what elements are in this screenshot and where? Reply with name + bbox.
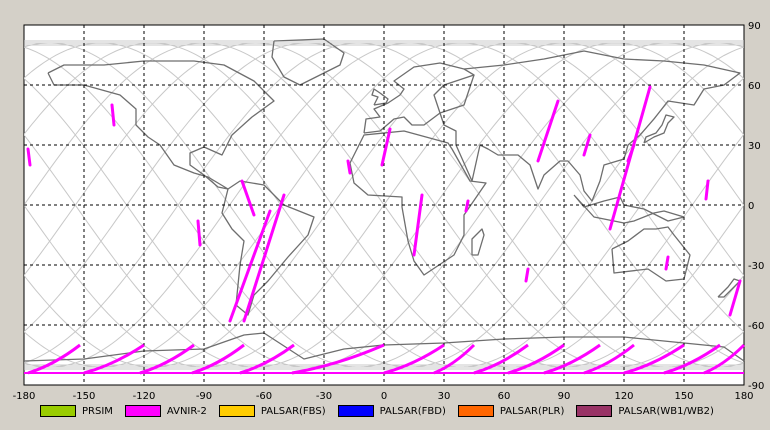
- antarctic-swath: [543, 343, 601, 375]
- antarctic-swath: [383, 343, 445, 375]
- legend-label: PRSIM: [82, 405, 113, 417]
- antarctic-swath: [191, 343, 245, 375]
- coastline-madagascar: [471, 228, 485, 256]
- x-tick-label: 180: [734, 391, 753, 402]
- antarctic-swath: [623, 343, 685, 375]
- x-tick-label: 90: [558, 391, 571, 402]
- coastline-australia: [611, 226, 691, 282]
- avnir2-segment: [582, 133, 592, 157]
- avnir2-segment: [728, 279, 742, 317]
- legend-item-palsar-fbd: PALSAR(FBD): [337, 405, 446, 417]
- avnir2-segment: [412, 193, 424, 257]
- coastline-south-america: [221, 180, 315, 316]
- avnir2-segment: [664, 255, 670, 271]
- legend-item-avnir2: AVNIR-2: [124, 405, 207, 417]
- antarctic-swath: [703, 343, 746, 375]
- legend: PRSIM AVNIR-2 PALSAR(FBS) PALSAR(FBD) PA…: [40, 402, 726, 420]
- avnir2-segment: [228, 209, 272, 323]
- avnir2-segment: [380, 127, 392, 167]
- antarctic-swath: [139, 343, 195, 375]
- y-tick-label: -90: [748, 381, 764, 392]
- graticule: [24, 25, 744, 385]
- x-tick-label: 30: [438, 391, 451, 402]
- legend-label: PALSAR(FBS): [260, 405, 326, 417]
- x-tick-label: 60: [498, 391, 511, 402]
- x-tick-label: -90: [196, 391, 212, 402]
- y-tick-label: 60: [748, 81, 761, 92]
- avnir2-segment: [110, 103, 116, 127]
- antarctic-swaths: [24, 343, 746, 375]
- avnir2-segment: [464, 199, 470, 213]
- coastline-antarctica: [23, 332, 745, 362]
- legend-item-prsim: PRSIM: [40, 405, 113, 417]
- x-tick-labels: -180 -150 -120 -90 -60 -30 0 30 60 90 120 150 180: [13, 391, 754, 402]
- x-tick-label: -150: [73, 391, 96, 402]
- legend-swatch: [337, 405, 374, 417]
- antarctic-swath: [239, 343, 295, 375]
- x-tick-label: -120: [133, 391, 156, 402]
- y-tick-label: 30: [748, 141, 761, 152]
- antarctic-swath: [473, 343, 529, 375]
- legend-swatch: [124, 405, 161, 417]
- legend-swatch: [576, 405, 613, 417]
- y-tick-label: -60: [748, 321, 764, 332]
- legend-label: PALSAR(FBD): [379, 405, 446, 417]
- antarctic-swath: [663, 343, 721, 375]
- x-tick-label: -30: [316, 391, 332, 402]
- y-tick-label: 0: [748, 201, 754, 212]
- coastline-britain: [371, 88, 389, 106]
- antarctic-swath: [433, 343, 476, 375]
- y-tick-label: -30: [748, 261, 764, 272]
- avnir2-segment: [626, 143, 636, 163]
- avnir2-segment: [240, 179, 256, 217]
- antarctic-swath: [583, 343, 635, 375]
- legend-swatch: [457, 405, 494, 417]
- legend-label: PALSAR(WB1/WB2): [618, 405, 714, 417]
- orbit-track: [24, 42, 744, 368]
- legend-item-palsar-fbs: PALSAR(FBS): [218, 405, 326, 417]
- legend-item-palsar-wb: PALSAR(WB1/WB2): [576, 405, 714, 417]
- antarctic-swath: [83, 343, 145, 375]
- coastline-japan: [643, 114, 675, 144]
- antarctic-swath: [27, 343, 81, 375]
- x-tick-label: 120: [614, 391, 633, 402]
- avnir2-segment: [346, 159, 352, 175]
- avnir2-segment: [704, 179, 710, 201]
- x-tick-label: -180: [13, 391, 36, 402]
- legend-label: PALSAR(PLR): [499, 405, 565, 417]
- y-tick-labels: 90 60 30 0 -30 -60 -90: [748, 21, 764, 392]
- coastline-africa: [349, 130, 487, 276]
- orbit-track: [24, 42, 744, 368]
- coastlines: [23, 38, 745, 362]
- x-tick-label: 0: [381, 391, 387, 402]
- x-tick-label: -60: [256, 391, 272, 402]
- avnir2-segment: [26, 147, 32, 167]
- antarctic-swath: [291, 343, 385, 375]
- avnir2-segment: [536, 99, 560, 163]
- antarctic-swath: [507, 343, 565, 375]
- legend-swatch: [218, 405, 255, 417]
- coastline-asia: [439, 50, 741, 202]
- avnir2-segment: [242, 193, 286, 323]
- avnir2-segment: [196, 219, 202, 247]
- coastline-north-america: [47, 60, 275, 190]
- x-tick-label: 150: [674, 391, 693, 402]
- legend-label: AVNIR-2: [166, 405, 207, 417]
- y-tick-label: 90: [748, 21, 761, 32]
- legend-item-palsar-plr: PALSAR(PLR): [457, 405, 565, 417]
- legend-swatch: [40, 405, 76, 417]
- avnir2-segments: [26, 85, 742, 323]
- avnir2-segment: [524, 267, 530, 283]
- coastline-greenland: [271, 38, 345, 86]
